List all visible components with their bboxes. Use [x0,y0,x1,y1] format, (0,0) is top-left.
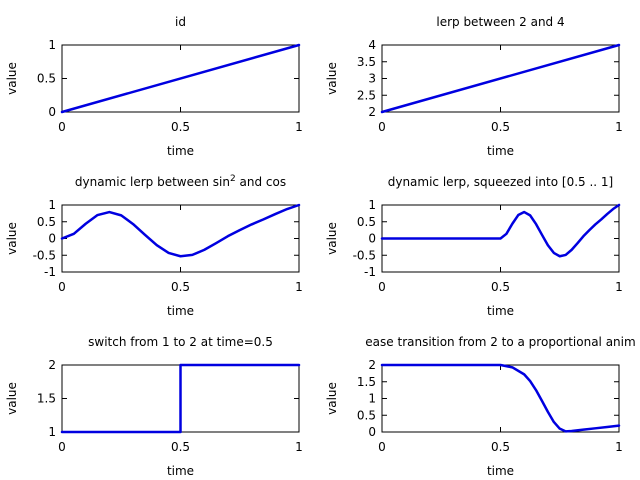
chart-title-text: ease transition from 2 to a proportional… [365,335,635,349]
y-tick-label: 1.5 [357,375,376,389]
y-tick-label: 0.5 [37,72,56,86]
y-tick-label: 1.5 [37,392,56,406]
x-tick-label: 1 [615,440,623,454]
y-tick-label: 0.5 [37,215,56,229]
y-tick-label: 0 [48,105,56,119]
x-tick-label: 0 [378,120,386,134]
chart-title: id [175,15,186,29]
y-tick-label: 0 [368,232,376,246]
y-tick-label: -0.5 [353,248,376,262]
series-line-1 [60,43,301,114]
y-tick-label: 1 [48,198,56,212]
series-line-1 [60,203,301,258]
chart-title: lerp between 2 and 4 [436,15,564,29]
y-tick-label: 0.5 [357,215,376,229]
x-tick-label: 1 [295,120,303,134]
y-axis-label: value [325,62,339,95]
chart-title-superscript: 2 [230,174,236,184]
y-tick-label: -0.5 [33,248,56,262]
series-line-1 [380,43,621,114]
y-tick-label: 0.5 [357,408,376,422]
chart-title: ease transition from 2 to a proportional… [365,335,635,349]
series-line-1 [380,363,621,433]
x-tick-label: 0.5 [491,440,510,454]
y-axis-label: value [5,222,19,255]
chart-title: dynamic lerp, squeezed into [0.5 .. 1] [388,175,614,189]
x-axis-label: time [167,464,194,478]
chart-panel-2: lerp between 2 and 4 2 2.5 3 3.5 4 0 0.5 1 time va… [325,15,623,158]
x-tick-label: 1 [295,440,303,454]
chart-title-text: dynamic lerp, squeezed into [0.5 .. 1] [388,175,614,189]
y-tick-label: 1 [368,392,376,406]
x-tick-label: 0 [58,440,66,454]
x-tick-label: 0.5 [491,120,510,134]
y-tick-label: 2 [48,358,56,372]
y-tick-label: 0 [48,232,56,246]
x-tick-label: 1 [295,280,303,294]
x-tick-label: 1 [615,120,623,134]
x-tick-label: 0 [58,280,66,294]
y-tick-label: -1 [364,265,376,279]
chart-title-text: dynamic lerp between sin [75,175,230,189]
chart-title: switch from 1 to 2 at time=0.5 [88,335,273,349]
x-tick-label: 0.5 [491,280,510,294]
y-axis-label: value [5,62,19,95]
y-tick-label: 2 [368,105,376,119]
x-tick-label: 0.5 [171,120,190,134]
x-tick-label: 0.5 [171,440,190,454]
x-tick-label: 0 [58,120,66,134]
x-tick-label: 0 [378,440,386,454]
y-tick-label: 1 [368,198,376,212]
chart-title-text: id [175,15,186,29]
x-axis-label: time [487,144,514,158]
x-tick-label: 0 [378,280,386,294]
y-tick-label: 4 [368,38,376,52]
y-tick-label: 1 [48,38,56,52]
chart-title-text: lerp between 2 and 4 [436,15,564,29]
chart-title-tail: and cos [236,175,286,189]
x-tick-label: 0.5 [171,280,190,294]
x-axis-label: time [167,144,194,158]
x-axis-label: time [487,304,514,318]
y-axis-label: value [5,382,19,415]
chart-panel-5: switch from 1 to 2 at time=0.5 1 1.5 2 0 0.5 1… [5,335,303,478]
chart-title-text: switch from 1 to 2 at time=0.5 [88,335,273,349]
series-line-1 [60,363,301,434]
x-axis-label: time [167,304,194,318]
y-axis-label: value [325,222,339,255]
y-tick-label: 3.5 [357,55,376,69]
chart-title: dynamic lerp between sin2 and cos [75,174,286,189]
y-axis-label: value [325,382,339,415]
y-tick-label: 2 [368,358,376,372]
y-tick-label: 1 [48,425,56,439]
y-tick-label: 2.5 [357,88,376,102]
y-tick-label: -1 [44,265,56,279]
y-tick-label: 3 [368,72,376,86]
chart-panel-4: dynamic lerp, squeezed into [0.5 .. 1] -1… [325,175,623,318]
chart-panel-1: id 0 0.5 1 0 0.5 1 time value [5,15,303,158]
x-axis-label: time [487,464,514,478]
y-tick-label: 0 [368,425,376,439]
chart-panel-6: ease transition from 2 to a proportional… [325,335,636,478]
chart-panel-3: dynamic lerp between sin2 and cos -1 -0.5 0… [5,174,303,318]
series-line-1 [380,203,621,258]
x-tick-label: 1 [615,280,623,294]
